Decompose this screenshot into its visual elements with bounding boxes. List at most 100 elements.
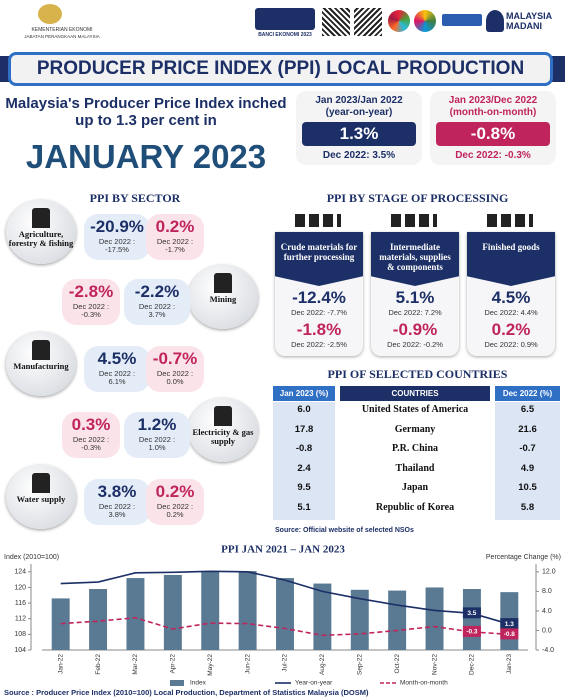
headline: Malaysia's Producer Price Index inched u… [5,95,287,129]
yoy-value: -12.4% [292,288,346,307]
yoy-previous: Dec 2022 : -17.5% [98,237,136,254]
sector-name: Agriculture, forestry & fishing [8,229,74,248]
country-name: Germany [394,423,436,435]
bar [276,578,294,650]
yoy-box: 3.8% Dec 2022 : 3.8% [84,479,150,525]
country-value: 5.1 [297,501,311,513]
country-name: Thailand [395,462,435,474]
bar [89,589,108,650]
stage-icon [487,214,533,227]
yoy-previous: Dec 2022 : 3.8% [98,502,136,519]
country-value: 9.5 [297,482,311,493]
data-label-box [462,625,481,637]
footer-source: Source : Producer Price Index (2010=100)… [4,688,369,697]
mom-value: 0.2% [155,482,195,501]
country-name: P.R. China [391,443,439,454]
sector-icon: Electricity & gas supply [188,398,258,462]
y-tick-label: 112 [15,616,26,623]
country-value: 5.8 [520,501,535,513]
country-value: 6.5 [520,404,535,415]
card-value: -0.8% [436,122,550,146]
table-column [340,402,490,520]
mom-previous: Dec 2022 : -1.7% [156,237,194,254]
headline-month: JANUARY 2023 [25,138,267,175]
mom-box: 0.2% Dec 2022 : -1.7% [146,214,204,260]
bar [425,587,444,650]
census-logo [255,8,315,30]
y-tick-label: 120 [14,584,26,591]
x-tick-label: Jun-22 [244,654,251,674]
data-label: -0.8 [504,631,516,638]
page-title: PRODUCER PRICE INDEX (PPI) LOCAL PRODUCT… [8,52,553,86]
mom-value: 0.3% [71,415,111,434]
country-name: United States of America [361,404,469,415]
sector-icon: Manufacturing [6,332,76,396]
x-tick-label: Apr-22 [170,654,177,674]
bar [462,589,481,650]
bar [388,590,407,650]
mom-value: 0.2% [155,217,195,236]
yoy-previous: Dec 2022: 7.2% [388,308,442,317]
bar [163,574,182,650]
yoy-previous: Dec 2022: -7.7% [291,308,347,317]
sector-glyph [214,406,232,426]
sdg-logo [388,10,410,32]
mom-value: -0.7% [152,349,198,368]
card-previous: Dec 2022: -0.3% [455,150,531,161]
legend-label: Index [190,680,207,687]
line [60,570,510,625]
card-value: 1.3% [302,122,416,146]
social-icons [442,14,482,26]
yoy-box: -20.9% Dec 2022 : -17.5% [84,214,150,260]
bar [350,589,369,650]
data-label: 3.5 [467,610,476,617]
mom-box: -0.7% Dec 2022 : 0.0% [146,346,204,392]
sector-icon: Water supply [6,465,76,529]
x-tick-label: Feb-22 [95,654,102,675]
header: KEMENTERIAN EKONOMI JABATAN PERANGKAAN M… [0,0,565,48]
y-tick-label: 116 [15,600,26,607]
yoy-previous: Dec 2022 : 6.1% [98,369,136,386]
bar [313,583,332,650]
table-header: COUNTRIES [340,386,490,401]
country-name: Japan [401,482,429,493]
y2-tick-label: 8.0 [542,588,552,595]
sector-name: Manufacturing [13,361,69,371]
sector-name: Electricity & gas supply [192,427,254,446]
stage-icon [391,214,437,227]
qr-code [354,8,382,36]
yoy-box: -2.2% Dec 2022 : 3.7% [124,279,190,325]
yoy-value: -20.9% [90,217,144,236]
country-value: 2.4 [297,462,311,474]
madani: MALAYSIA MADANI [506,11,552,31]
mom-value: 0.2% [491,320,531,339]
card-basis: (year-on-year) [325,107,393,118]
table-column [273,402,335,520]
data-label-box [462,607,481,619]
sector-glyph [32,473,50,493]
data-label-box [500,618,519,630]
legend-label: Month-on-month [400,680,448,687]
section-title: PPI OF SELECTED COUNTRIES [327,367,508,381]
legend-swatch [170,680,184,686]
yoy-value: -2.2% [134,282,180,301]
card-basis: (month-on-month) [449,107,537,118]
yoy-box: 4.5% Dec 2022 : 6.1% [84,346,150,392]
y-tick-label: 108 [14,631,26,638]
mom-previous: Dec 2022: -2.5% [291,340,347,349]
line [60,616,510,637]
card-previous: Dec 2022: 3.5% [322,150,396,161]
y2-tick-label: 4.0 [542,608,552,615]
x-tick-label: Jan-22 [57,654,64,674]
table-source: Source: Official website of selected NSO… [275,527,414,534]
mom-box: 0.3% Dec 2022 : -0.3% [62,412,120,458]
card-period: Jan 2023/Jan 2022 [315,95,403,106]
yoy-box: 1.2% Dec 2022 : 1.0% [124,412,190,458]
x-tick-label: Dec-22 [469,654,476,675]
mom-previous: Dec 2022: 0.9% [484,340,538,349]
y-axis-label: Index (2010=100) [4,554,59,561]
y2-tick-label: 12.0 [542,569,556,576]
data-label: 1.3 [505,621,514,628]
mom-value: -2.8% [68,282,114,301]
sector-name: Mining [209,294,237,304]
